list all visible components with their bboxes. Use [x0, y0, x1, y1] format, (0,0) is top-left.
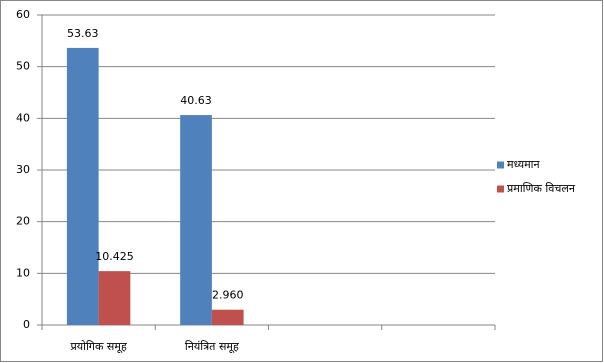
bar: [180, 115, 212, 325]
legend-label: प्रमाणिक विचलन: [507, 182, 576, 195]
value-label: 53.63: [67, 27, 99, 40]
y-tick-label: 60: [16, 8, 30, 21]
y-tick-label: 50: [16, 60, 30, 73]
value-label: 40.63: [180, 94, 212, 107]
value-label: 2.960: [212, 289, 244, 302]
x-tick-label: प्रयोगिक समूह: [70, 340, 126, 354]
y-tick-label: 40: [16, 111, 30, 124]
y-tick-label: 0: [23, 318, 30, 331]
bar: [211, 309, 244, 325]
x-tick-label: नियंत्रित समूह: [185, 340, 239, 354]
bar: [66, 47, 99, 325]
value-label: 10.425: [95, 250, 134, 263]
legend-swatch: [497, 185, 504, 193]
legend-label: मध्यमान: [507, 158, 541, 171]
legend-swatch: [497, 161, 504, 169]
bar: [98, 271, 131, 325]
y-tick-label: 20: [16, 215, 30, 228]
y-tick-label: 30: [16, 163, 30, 176]
y-tick-label: 10: [16, 266, 30, 279]
